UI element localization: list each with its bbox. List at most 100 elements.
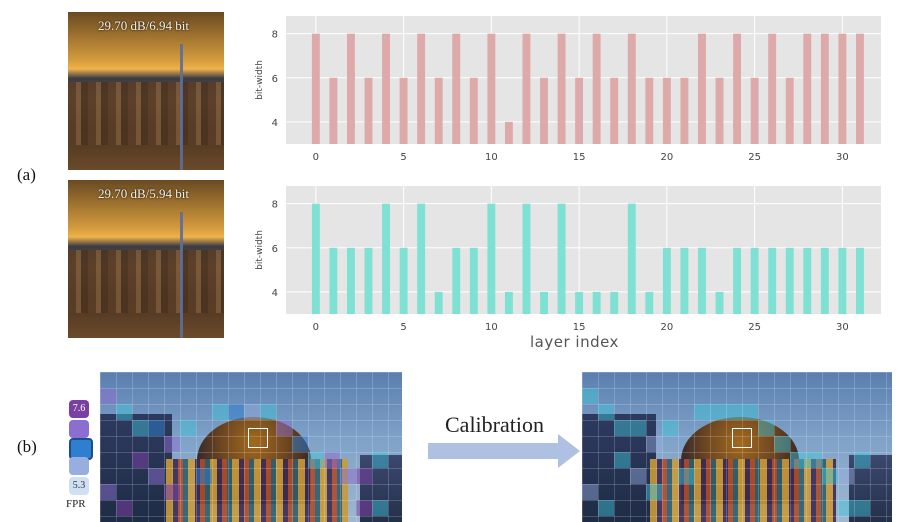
bar — [838, 247, 847, 314]
fpr-overlay-block — [132, 452, 148, 468]
fpr-scale-box — [69, 420, 89, 438]
fpr-overlay-block — [244, 404, 260, 420]
fpr-overlay-block — [196, 468, 212, 484]
top-bitwidth-chart: 4 6 8 0 5 10 15 20 25 30 bit-width — [255, 16, 881, 163]
bar — [452, 247, 461, 314]
bar — [645, 291, 654, 314]
bar — [469, 247, 478, 314]
bar — [382, 33, 390, 144]
fpr-overlay-block — [164, 484, 180, 500]
fpr-overlay-block — [774, 436, 790, 452]
panel-label-b: (b) — [17, 437, 37, 456]
bar — [311, 33, 320, 144]
x-tick-label: 10 — [485, 152, 498, 163]
bar — [487, 33, 496, 144]
bar — [733, 33, 742, 144]
bar — [452, 33, 461, 144]
fpr-label: FPR — [66, 498, 86, 510]
fpr-overlay-block — [854, 452, 870, 468]
bar — [838, 33, 847, 144]
bar — [627, 203, 636, 314]
x-tick-label: 20 — [661, 152, 674, 163]
fpr-overlay-block — [148, 468, 164, 484]
bottom-bitwidth-chart: 4 6 8 0 5 10 15 20 25 30 bit-width — [255, 186, 881, 333]
top-thumbnail-caption: 29.70 dB/6.94 bit — [98, 18, 190, 33]
fpr-overlay-block — [292, 436, 308, 452]
bar — [522, 203, 531, 314]
fpr-overlay-block — [356, 500, 372, 516]
fpr-overlay-block — [646, 484, 662, 500]
fpr-overlay-block — [164, 436, 180, 452]
bar — [662, 77, 671, 144]
panel-label-a: (a) — [17, 165, 36, 184]
selection-box — [732, 428, 752, 448]
fpr-overlay-block — [742, 404, 758, 420]
bar — [329, 77, 338, 144]
bar — [346, 247, 355, 314]
y-tick-label: 4 — [272, 118, 278, 129]
y-tick-label: 4 — [272, 288, 278, 299]
hall-image-before — [100, 372, 402, 522]
fpr-overlay-block — [790, 452, 806, 468]
fpr-overlay-block — [694, 404, 710, 420]
bar — [855, 33, 864, 144]
y-tick-label: 8 — [272, 200, 278, 211]
bar — [504, 121, 513, 144]
bar — [487, 203, 496, 314]
fpr-overlay-block — [838, 500, 854, 516]
bar — [364, 247, 373, 314]
y-tick-label: 8 — [272, 30, 278, 41]
fpr-overlay-block — [324, 452, 340, 468]
fpr-overlay-block — [598, 500, 614, 516]
fpr-overlay-block — [678, 468, 694, 484]
fpr-overlay-block — [260, 404, 276, 420]
bar — [785, 77, 794, 144]
fpr-overlay-block — [308, 452, 324, 468]
fpr-overlay-block — [630, 468, 646, 484]
x-tick-label: 30 — [836, 152, 849, 163]
bar — [434, 291, 443, 314]
bar — [557, 203, 566, 314]
x-tick-label: 20 — [661, 322, 674, 333]
fpr-overlay-block — [806, 452, 822, 468]
x-tick-label: 15 — [573, 152, 586, 163]
fpr-overlay-block — [646, 436, 662, 452]
hall-image-after — [582, 372, 892, 522]
fpr-overlay-block — [838, 468, 854, 484]
bar — [540, 77, 548, 144]
fpr-overlay-block — [148, 420, 164, 436]
bar — [820, 247, 829, 314]
bar — [750, 247, 759, 314]
selection-box — [248, 428, 268, 448]
fpr-overlay-block — [582, 484, 598, 500]
bar — [768, 33, 777, 144]
top-thumbnail: 29.70 dB/6.94 bit — [68, 12, 224, 170]
bar — [785, 247, 794, 314]
bar — [575, 77, 584, 144]
fpr-overlay-block — [180, 420, 196, 436]
fpr-overlay-block — [758, 420, 774, 436]
bar — [364, 77, 373, 144]
fpr-overlay-block — [116, 404, 132, 420]
bar — [540, 291, 548, 314]
bar — [820, 33, 829, 144]
bar — [610, 77, 619, 144]
fpr-overlay-block — [598, 404, 614, 420]
fpr-overlay-block — [228, 404, 244, 420]
bar — [733, 247, 742, 314]
fpr-overlay-block — [340, 468, 356, 484]
fpr-overlay-block — [212, 404, 228, 420]
fpr-overlay-block — [356, 468, 372, 484]
fpr-overlay-block — [582, 388, 598, 404]
x-tick-label: 25 — [748, 322, 761, 333]
x-tick-label: 10 — [485, 322, 498, 333]
fpr-overlay-block — [630, 420, 646, 436]
bar — [329, 247, 338, 314]
y-axis-label: bit-width — [255, 230, 265, 270]
bar — [382, 203, 390, 314]
fpr-overlay-block — [372, 500, 388, 516]
bar — [592, 33, 601, 144]
fpr-overlay-block — [276, 420, 292, 436]
bar — [803, 33, 812, 144]
fpr-overlay-block — [372, 452, 388, 468]
